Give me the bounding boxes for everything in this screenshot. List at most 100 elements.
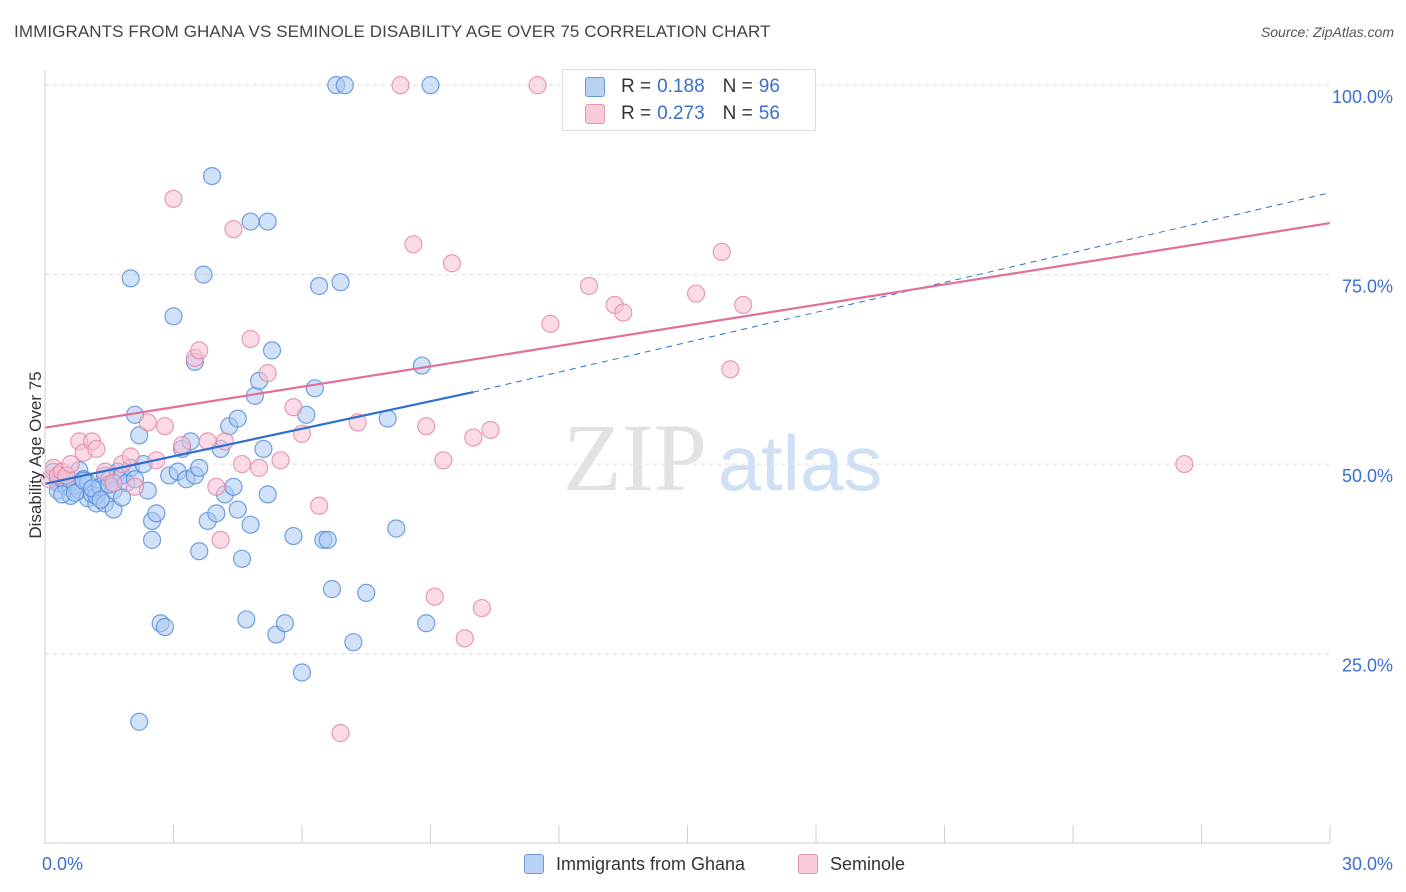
seminole-point bbox=[391, 76, 410, 95]
seminole-point bbox=[734, 295, 753, 315]
seminole-point bbox=[472, 598, 491, 618]
legend-r-label: R = bbox=[621, 76, 652, 97]
y-tick-label: 50.0% bbox=[1342, 466, 1393, 486]
watermark: ZIP atlas bbox=[563, 404, 882, 511]
seminole-point bbox=[125, 477, 145, 496]
seminole-point bbox=[224, 220, 243, 239]
legend-row-ghana: R = 0.188 N = 96 bbox=[585, 75, 780, 99]
seminole-point bbox=[614, 303, 633, 322]
ghana-point bbox=[232, 549, 252, 568]
legend-swatch-pink bbox=[585, 104, 605, 124]
ghana-point bbox=[130, 426, 149, 445]
watermark-zip: ZIP bbox=[563, 404, 707, 511]
ghana-point bbox=[284, 526, 303, 546]
ghana-point bbox=[357, 583, 376, 603]
y-tick-label: 25.0% bbox=[1342, 656, 1393, 676]
ghana-point bbox=[331, 273, 350, 292]
ghana-point bbox=[130, 712, 149, 731]
ghana-point bbox=[142, 530, 162, 549]
legend-r-label: R = bbox=[621, 103, 652, 124]
ghana-point bbox=[241, 515, 260, 534]
seminole-point bbox=[425, 587, 444, 606]
seminole-point bbox=[331, 724, 350, 743]
seminole-point bbox=[87, 439, 106, 459]
ghana-trend-line bbox=[44, 391, 474, 485]
seminole-point bbox=[172, 436, 192, 455]
y-tick-label: 75.0% bbox=[1342, 277, 1393, 297]
legend-row-seminole: R = 0.273 N = 56 bbox=[585, 102, 780, 126]
seminole-point bbox=[434, 451, 453, 470]
ghana-point bbox=[237, 610, 256, 629]
ghana-point bbox=[194, 265, 213, 284]
ghana-point bbox=[292, 663, 312, 682]
ghana-point bbox=[310, 276, 329, 296]
seminole-point bbox=[271, 451, 290, 470]
seminole-point bbox=[579, 276, 599, 296]
source-label: Source: ZipAtlas.com bbox=[1260, 24, 1394, 40]
ghana-point bbox=[335, 76, 354, 95]
ghana-point bbox=[121, 269, 140, 288]
ghana-point bbox=[275, 614, 294, 633]
seminole-point bbox=[481, 420, 500, 440]
ghana-point bbox=[241, 212, 260, 231]
seminole-point bbox=[541, 314, 560, 333]
grid-lines bbox=[45, 84, 1330, 655]
seminole-point bbox=[455, 629, 474, 648]
ghana-point bbox=[305, 379, 324, 398]
ghana-point bbox=[190, 458, 209, 477]
ghana-point bbox=[147, 504, 166, 523]
bottom-legend-label: Immigrants from Ghana bbox=[556, 853, 746, 874]
legend-n-label: N = bbox=[722, 103, 753, 124]
ghana-trend-extension bbox=[473, 192, 1331, 393]
seminole-point bbox=[712, 242, 731, 261]
seminole-point bbox=[528, 76, 547, 95]
ghana-point bbox=[258, 212, 277, 231]
seminole-point bbox=[258, 364, 277, 383]
ghana-point bbox=[202, 166, 222, 186]
legend-n-value: 56 bbox=[758, 103, 780, 124]
seminole-point bbox=[164, 189, 183, 208]
seminole-point bbox=[464, 428, 483, 447]
ghana-point bbox=[164, 307, 183, 326]
axes: 25.0% 50.0% 75.0% 100.0% 0.0% 30.0% bbox=[42, 70, 1393, 874]
x-tick-label: 0.0% bbox=[42, 854, 83, 874]
seminole-point bbox=[138, 413, 157, 432]
seminole-point bbox=[121, 447, 140, 466]
seminole-point bbox=[404, 235, 423, 254]
seminole-point bbox=[61, 454, 80, 474]
ghana-point bbox=[262, 341, 282, 360]
seminole-point bbox=[417, 417, 436, 436]
seminole-point bbox=[310, 496, 329, 515]
seminole-point bbox=[686, 284, 706, 303]
seminole-point bbox=[155, 417, 175, 436]
ghana-point bbox=[421, 76, 440, 95]
seminole-point bbox=[721, 360, 740, 379]
seminole-point bbox=[207, 477, 226, 496]
trend-lines bbox=[44, 192, 1331, 485]
seminole-point bbox=[211, 530, 230, 549]
ghana-point bbox=[387, 519, 406, 538]
seminole-point bbox=[284, 398, 303, 417]
chart-title: IMMIGRANTS FROM GHANA VS SEMINOLE DISABI… bbox=[14, 22, 771, 41]
seminole-point bbox=[250, 458, 269, 477]
ghana-point bbox=[344, 633, 363, 652]
bottom-legend-seminole: Seminole bbox=[798, 852, 905, 876]
ghana-point bbox=[412, 356, 432, 375]
legend-n-label: N = bbox=[722, 76, 753, 97]
legend: R = 0.188 N = 96 R = 0.273 N = 56 bbox=[562, 69, 816, 131]
ghana-point bbox=[112, 488, 132, 507]
ghana-point bbox=[207, 504, 226, 523]
legend-swatch-blue bbox=[585, 77, 605, 97]
ghana-point bbox=[318, 530, 337, 549]
legend-r-value: 0.273 bbox=[657, 103, 705, 124]
ghana-point bbox=[228, 409, 247, 428]
ghana-point bbox=[417, 614, 436, 633]
seminole-point bbox=[104, 473, 123, 493]
ghana-point bbox=[254, 439, 273, 459]
bottom-legend-swatch-pink bbox=[798, 854, 818, 874]
seminole-trend-line bbox=[44, 221, 1331, 429]
ghana-point bbox=[91, 490, 110, 509]
y-axis-label: Disability Age Over 75 bbox=[26, 371, 45, 539]
seminole-point bbox=[1175, 454, 1194, 474]
